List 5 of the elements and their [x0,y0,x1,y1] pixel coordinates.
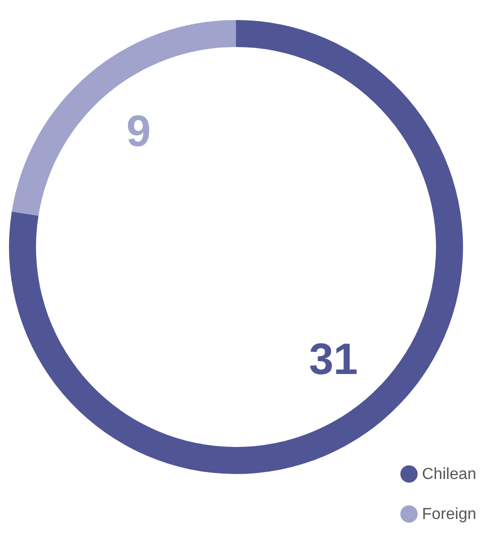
data-label: 31 [308,335,358,384]
legend-label: Foreign [422,506,476,523]
legend-label: Chilean [422,466,476,483]
donut-slice [12,20,236,216]
data-label: 9 [126,106,151,156]
